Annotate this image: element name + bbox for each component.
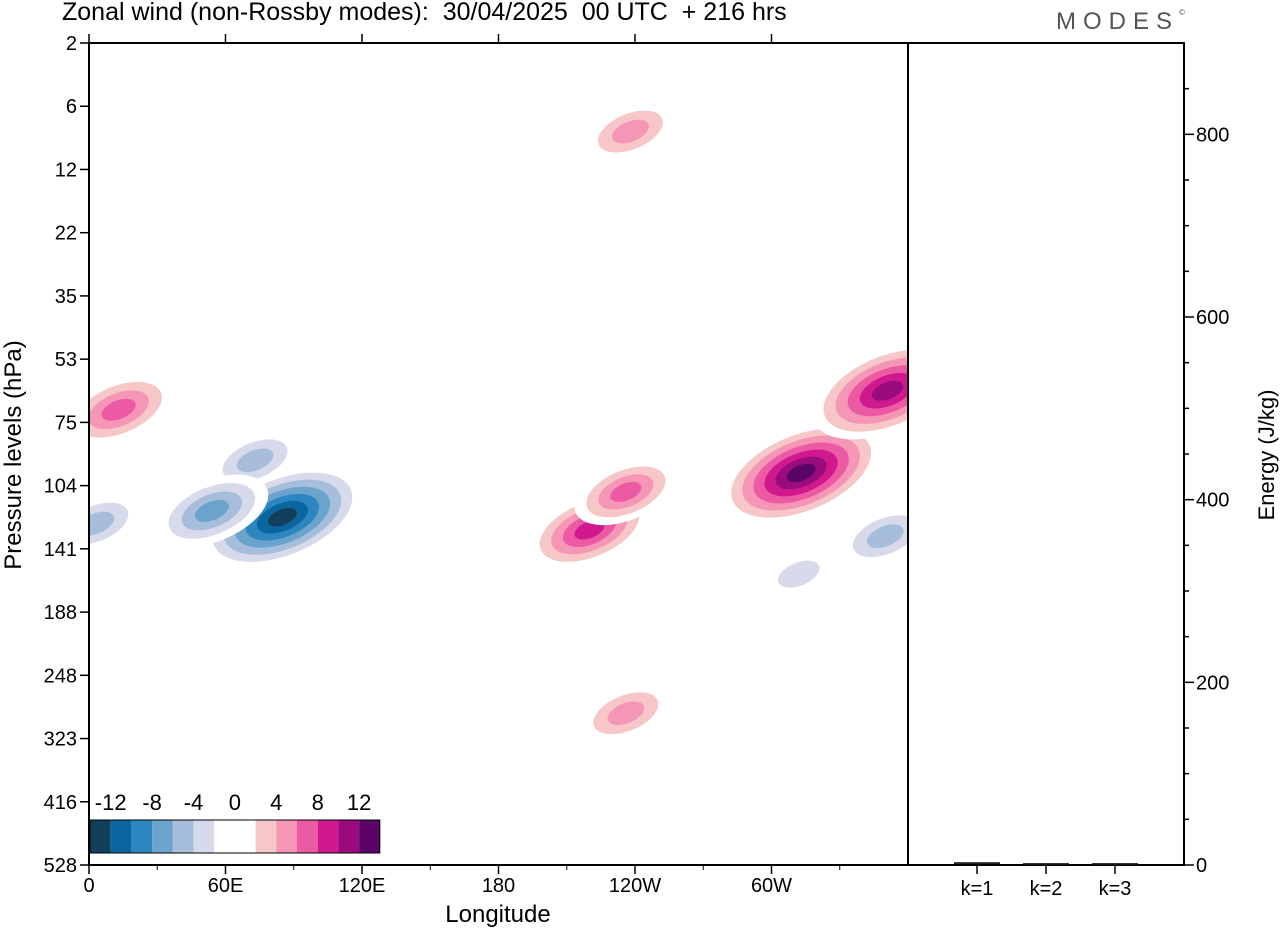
contour-ring <box>778 560 820 588</box>
x-axis-label: Longitude <box>445 901 550 928</box>
colorbar-swatch <box>131 820 153 853</box>
colorbar-tick-label: -8 <box>142 790 162 815</box>
negative-anomaly-3 <box>89 493 143 554</box>
contour-ring <box>607 701 645 726</box>
x-tick-label: 60E <box>208 875 244 897</box>
colorbar-swatch <box>359 820 380 853</box>
contour-ring <box>786 463 816 483</box>
contour-ring <box>101 398 136 421</box>
y-tick-label: 6 <box>66 96 77 118</box>
energy-tick-label: 200 <box>1196 672 1229 694</box>
positive-anomaly-11 <box>579 683 673 744</box>
colorbar-tick-label: 8 <box>312 790 324 815</box>
colorbar-frame <box>89 819 381 854</box>
y-tick-label: 53 <box>55 349 77 371</box>
y-tick-label: 248 <box>44 665 77 687</box>
energy-tick-label: 800 <box>1196 124 1229 146</box>
colorbar-tick-label: 12 <box>347 790 371 815</box>
colorbar-swatch <box>172 820 194 853</box>
contour-ring <box>871 380 904 401</box>
colorbar-tick-label: 4 <box>270 790 282 815</box>
x-tick-label: 180 <box>482 875 515 897</box>
energy-axis-label: Energy (J/kg) <box>1254 390 1279 521</box>
contour-ring <box>866 524 904 549</box>
energy-tick-label: 600 <box>1196 307 1229 329</box>
y-tick-label: 323 <box>44 729 77 751</box>
contour-ring <box>612 119 649 144</box>
energy-category-label: k=1 <box>961 878 994 900</box>
y-axis-label: Pressure levels (hPa) <box>0 340 27 569</box>
y-tick-label: 528 <box>44 855 77 877</box>
x-tick-label: 0 <box>83 875 94 897</box>
contour-ring <box>610 481 642 502</box>
colorbar-tick-label: -4 <box>184 790 204 815</box>
contour-ring <box>267 508 297 527</box>
x-tick-label: 60W <box>751 875 792 897</box>
positive-anomaly-12 <box>583 101 678 162</box>
negative-anomaly-5 <box>838 506 908 567</box>
colorbar-swatch <box>193 820 215 853</box>
x-tick-label: 120W <box>609 875 661 897</box>
y-tick-label: 12 <box>55 159 77 181</box>
colorbar-swatch <box>276 820 297 853</box>
negative-anomaly-2 <box>155 474 269 548</box>
colorbar-swatch <box>255 820 277 853</box>
positive-anomaly-8 <box>574 458 678 526</box>
energy-tick-label: 0 <box>1196 855 1207 877</box>
chart-title: Zonal wind (non-Rossby modes): 30/04/202… <box>62 0 787 26</box>
positive-anomaly-6 <box>89 373 176 446</box>
energy-bar <box>1092 863 1138 865</box>
energy-bar <box>1023 863 1069 865</box>
y-tick-label: 416 <box>44 792 77 814</box>
contour-ring <box>194 499 229 522</box>
energy-bar <box>954 862 1000 864</box>
y-tick-label: 2 <box>66 33 77 55</box>
colorbar-swatch <box>90 820 111 853</box>
colorbar-swatch <box>234 820 256 853</box>
contour-ring <box>89 511 115 536</box>
y-tick-label: 188 <box>44 602 77 624</box>
positive-anomaly-9 <box>720 421 883 525</box>
colorbar-swatch <box>152 820 173 853</box>
y-tick-label: 22 <box>55 223 77 245</box>
y-tick-label: 141 <box>44 539 77 561</box>
contour-field <box>89 101 908 744</box>
energy-plot-frame <box>907 42 1185 866</box>
modes-logo: MODES© <box>1056 8 1185 35</box>
energy-tick-label: 400 <box>1196 490 1229 512</box>
x-tick-label: 120E <box>339 875 386 897</box>
colorbar-swatch <box>338 820 360 853</box>
energy-category-label: k=2 <box>1030 878 1063 900</box>
colorbar-swatch <box>297 820 318 853</box>
contour-ring <box>574 520 605 540</box>
colorbar-swatch <box>214 820 235 853</box>
colorbar-swatch <box>317 820 339 853</box>
colorbar-tick-label: 0 <box>229 790 241 815</box>
colorbar-tick-label: -12 <box>95 790 127 815</box>
contour-ring <box>236 448 274 473</box>
y-tick-label: 35 <box>55 286 77 308</box>
y-tick-label: 75 <box>55 412 77 434</box>
y-tick-label: 104 <box>44 476 77 498</box>
energy-category-label: k=3 <box>1099 878 1132 900</box>
negative-anomaly-4 <box>762 550 836 598</box>
colorbar-swatch <box>110 820 132 853</box>
